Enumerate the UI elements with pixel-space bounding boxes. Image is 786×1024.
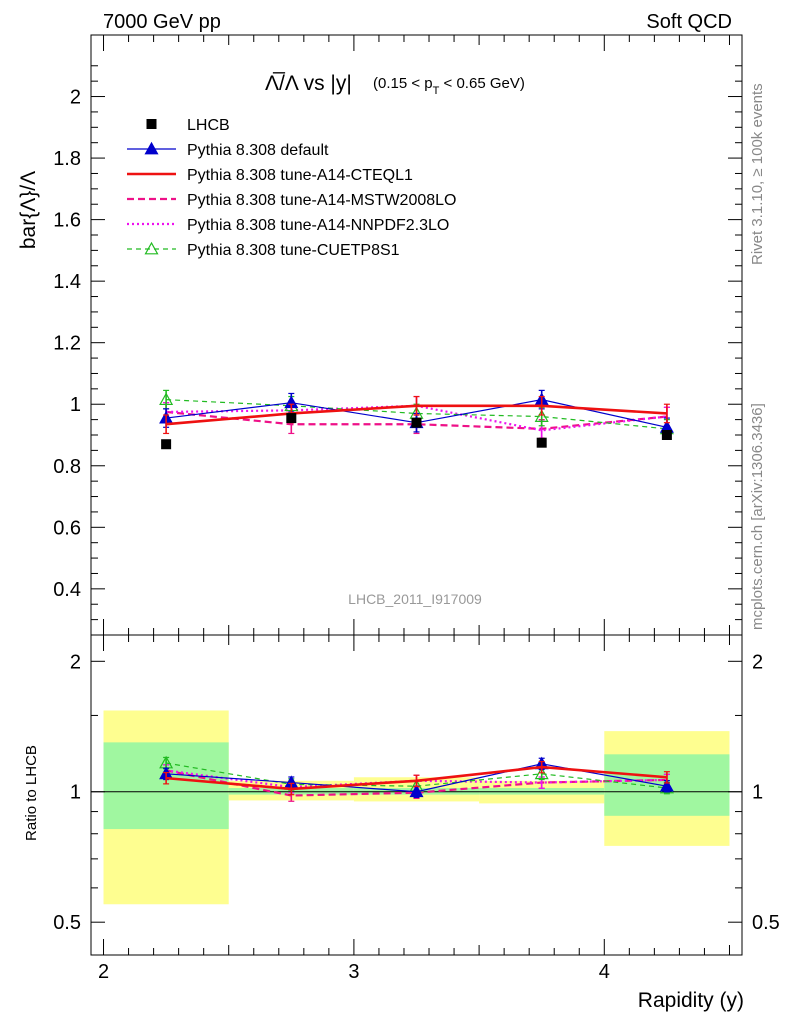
data-point — [159, 392, 174, 406]
main-ytick-label: 1.2 — [53, 333, 81, 355]
main-ytick-label: 1.8 — [53, 148, 81, 170]
title-cut: (0.15 < pT < 0.65 GeV) — [373, 75, 525, 97]
plot-frames — [90, 34, 743, 956]
ratio-ytick-label-right: 1 — [752, 782, 763, 804]
legend-label: Pythia 8.308 tune-A14-MSTW2008LO — [187, 192, 456, 209]
main-ytick-label: 0.8 — [53, 456, 81, 478]
legend-entry-mstw: Pythia 8.308 tune-A14-MSTW2008LO — [127, 192, 456, 209]
xtick-label: 4 — [599, 961, 610, 983]
data-point — [536, 437, 547, 448]
analysis-id: LHCB_2011_I917009 — [348, 591, 482, 607]
ratio-ylabel: Ratio to LHCB — [23, 745, 40, 841]
data-point — [411, 417, 422, 428]
legend-entry-default: Pythia 8.308 default — [127, 141, 329, 159]
main-ytick-label: 0.6 — [53, 517, 81, 539]
legend-label: LHCB — [187, 117, 230, 134]
main-series-lhcb — [161, 413, 672, 450]
ratio-ytick-label: 2 — [70, 651, 81, 673]
legend-label: Pythia 8.308 tune-A14-NNPDF2.3LO — [187, 217, 449, 234]
main-ytick-label: 0.4 — [53, 579, 81, 601]
rivet-label: Rivet 3.1.10, ≥ 100k events — [749, 83, 766, 265]
data-series — [159, 389, 674, 802]
data-point — [161, 439, 172, 450]
main-ylabel: bar{Λ}/Λ — [17, 171, 40, 249]
plot-title: Λ̅/Λ vs |y| (0.15 < pT < 0.65 GeV) — [265, 72, 525, 97]
ratio-ytick-label: 0.5 — [53, 912, 81, 934]
ratio-uncertainty-bands — [91, 710, 742, 905]
title-main: Λ̅/Λ vs |y| — [265, 72, 352, 95]
green-band-0 — [103, 742, 229, 830]
series-line — [166, 399, 667, 430]
xtick-label: 3 — [348, 961, 359, 983]
xtick-label: 2 — [98, 961, 109, 983]
data-point — [659, 778, 674, 792]
legend-entry-cteql1: Pythia 8.308 tune-A14-CTEQL1 — [127, 167, 413, 184]
legend-entry-cuetp: Pythia 8.308 tune-CUETP8S1 — [127, 241, 400, 259]
ratio-ytick-label-right: 0.5 — [752, 912, 780, 934]
legend-marker — [146, 119, 157, 129]
legend-marker — [144, 141, 159, 155]
header-category: Soft QCD — [646, 11, 732, 33]
source-label: mcplots.cern.ch [arXiv:1306.3436] — [749, 403, 766, 630]
data-point — [286, 413, 297, 424]
legend-label: Pythia 8.308 tune-CUETP8S1 — [187, 242, 400, 259]
series-line — [165, 769, 667, 797]
data-point — [661, 430, 672, 440]
main-ytick-label: 1 — [70, 394, 81, 416]
main-ytick-label: 1.6 — [53, 210, 81, 232]
legend-marker — [144, 241, 159, 255]
legend-label: Pythia 8.308 tune-A14-CTEQL1 — [187, 167, 413, 184]
main-series-cteql1 — [163, 395, 670, 435]
legend-label: Pythia 8.308 default — [187, 142, 329, 159]
header-energy: 7000 GeV pp — [103, 11, 221, 33]
ratio-series-cteql1 — [163, 760, 670, 796]
main-ytick-label: 1.4 — [53, 271, 81, 293]
axis-ticks: 0.4 0.6 0.8 1 1.2 1.4 1.6 1.8 2 2 3 4 0.5 0.5 1 1 2 2 — [53, 35, 780, 983]
xlabel: Rapidity (y) — [638, 989, 744, 1012]
legend: LHCB Pythia 8.308 default Pythia 8.308 tun… — [127, 117, 456, 259]
data-point — [534, 409, 549, 422]
ratio-ytick-label-right: 2 — [752, 651, 763, 673]
ratio-ytick-label: 1 — [70, 782, 81, 804]
legend-entry-lhcb: LHCB — [146, 117, 230, 134]
data-point — [409, 784, 424, 798]
main-ytick-label: 2 — [70, 87, 81, 109]
ratio-plot-frame — [90, 634, 743, 956]
legend-entry-nnpdf: Pythia 8.308 tune-A14-NNPDF2.3LO — [127, 217, 449, 234]
